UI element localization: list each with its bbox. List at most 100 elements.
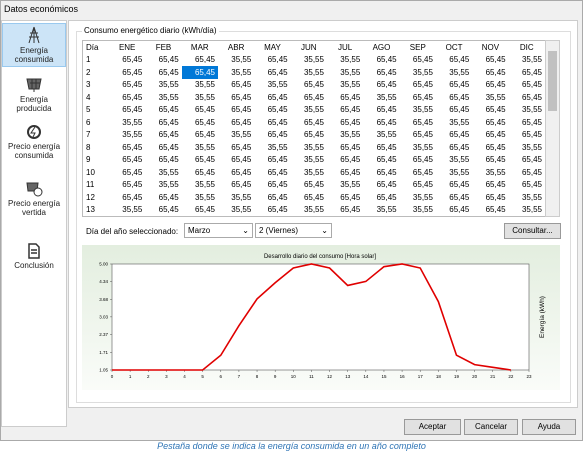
table-cell[interactable]: 65,45	[412, 117, 433, 127]
table-cell[interactable]: 65,45	[340, 142, 361, 152]
table-cell[interactable]: 65,45	[267, 67, 288, 77]
table-cell[interactable]: 65,45	[449, 192, 470, 202]
table-cell[interactable]: 65,45	[194, 55, 215, 65]
table-cell[interactable]: 2	[86, 67, 91, 77]
table-cell[interactable]: 65,45	[376, 142, 397, 152]
table-cell[interactable]: 65,45	[340, 92, 361, 102]
table-cell[interactable]: 35,55	[412, 192, 433, 202]
table-cell[interactable]: 35,55	[267, 80, 288, 90]
table-cell[interactable]: 65,45	[485, 205, 506, 215]
table-cell[interactable]: 65,45	[158, 117, 179, 127]
table-cell[interactable]: 65,45	[485, 142, 506, 152]
table-cell[interactable]: 65,45	[158, 55, 179, 65]
table-cell[interactable]: 65,45	[376, 192, 397, 202]
table-cell[interactable]: 35,55	[412, 67, 433, 77]
table-cell[interactable]: 65,45	[122, 142, 143, 152]
table-cell[interactable]: 35,55	[449, 117, 470, 127]
table-cell[interactable]: 65,45	[340, 117, 361, 127]
table-cell[interactable]: 65,45	[194, 117, 215, 127]
cancel-button[interactable]: Cancelar	[464, 419, 518, 435]
table-cell[interactable]: 5	[86, 105, 91, 115]
table-cell[interactable]: 65,45	[267, 167, 288, 177]
table-cell[interactable]: 35,55	[340, 130, 361, 140]
table-cell[interactable]: 65,45	[485, 105, 506, 115]
table-cell[interactable]: 35,55	[340, 67, 361, 77]
table-cell[interactable]: 65,45	[267, 130, 288, 140]
table-cell[interactable]: 65,45	[376, 55, 397, 65]
table-cell[interactable]: 65,45	[485, 55, 506, 65]
table-cell[interactable]: 65,45	[267, 192, 288, 202]
table-cell[interactable]: 65,45	[449, 142, 470, 152]
table-cell[interactable]: 65,45	[340, 167, 361, 177]
scrollbar[interactable]	[545, 40, 560, 217]
table-cell[interactable]: 65,45	[412, 92, 433, 102]
table-cell[interactable]: 65,45	[521, 180, 542, 190]
table-cell[interactable]: 35,55	[158, 180, 179, 190]
table-cell[interactable]: 35,55	[376, 92, 397, 102]
table-cell[interactable]: 35,55	[194, 142, 215, 152]
table-cell[interactable]: 4	[86, 92, 91, 102]
table-cell[interactable]: 65,45	[412, 55, 433, 65]
table-cell[interactable]: 65,45	[194, 105, 215, 115]
table-cell[interactable]: 65,45	[158, 155, 179, 165]
table-cell[interactable]: 65,45	[231, 142, 252, 152]
table-cell[interactable]: 65,45	[376, 105, 397, 115]
table-cell[interactable]: 65,45	[158, 192, 179, 202]
table-cell[interactable]: 65,45	[412, 130, 433, 140]
table-cell[interactable]: 35,55	[340, 180, 361, 190]
table-cell[interactable]: 35,55	[194, 92, 215, 102]
table-cell[interactable]: 35,55	[521, 205, 542, 215]
table-cell[interactable]: 65,45	[521, 67, 542, 77]
table-cell[interactable]: 65,45	[485, 130, 506, 140]
table-cell[interactable]: 65,45	[267, 180, 288, 190]
table-cell[interactable]: 65,45	[231, 92, 252, 102]
table-cell[interactable]: 65,45	[449, 205, 470, 215]
table-cell[interactable]: 65,45	[158, 105, 179, 115]
table-cell[interactable]: 65,45	[340, 205, 361, 215]
table-cell[interactable]: 9	[86, 155, 91, 165]
table-cell[interactable]: 35,55	[158, 80, 179, 90]
table-cell[interactable]: 65,45	[376, 180, 397, 190]
table-cell[interactable]: 12	[86, 192, 95, 202]
table-cell[interactable]: 35,55	[521, 55, 542, 65]
consult-button[interactable]: Consultar...	[504, 223, 561, 239]
table-cell[interactable]: 35,55	[412, 142, 433, 152]
table-cell[interactable]: 65,45	[449, 80, 470, 90]
table-cell[interactable]: 35,55	[194, 192, 215, 202]
table-cell[interactable]: 65,45	[521, 130, 542, 140]
table-cell[interactable]: 65,45	[340, 105, 361, 115]
table-cell[interactable]: 35,55	[376, 130, 397, 140]
table-cell[interactable]: 3	[86, 80, 91, 90]
table-cell[interactable]: 6	[86, 117, 91, 127]
table-cell[interactable]: 65,45	[485, 80, 506, 90]
table-cell[interactable]: 35,55	[231, 55, 252, 65]
table-cell[interactable]: 65,45	[158, 67, 179, 77]
table-cell[interactable]: 13	[86, 205, 95, 215]
table-cell[interactable]: 35,55	[231, 130, 252, 140]
table-cell[interactable]: 35,55	[303, 142, 324, 152]
day-dropdown[interactable]: 2 (Viernes) ⌄	[255, 223, 332, 238]
table-cell[interactable]: 65,45	[194, 130, 215, 140]
table-cell[interactable]: 65,45	[231, 117, 252, 127]
table-cell[interactable]: 65,45	[485, 180, 506, 190]
table-cell[interactable]: 65,45	[449, 55, 470, 65]
table-cell[interactable]: 65,45	[267, 92, 288, 102]
table-cell[interactable]: 65,45	[376, 155, 397, 165]
table-cell[interactable]: 35,55	[194, 80, 215, 90]
table-cell[interactable]: 65,45	[449, 180, 470, 190]
table-cell[interactable]: 65,45	[181, 66, 218, 79]
table-cell[interactable]: 65,45	[231, 180, 252, 190]
table-cell[interactable]: 65,45	[449, 92, 470, 102]
table-cell[interactable]: 65,45	[122, 155, 143, 165]
table-cell[interactable]: 65,45	[122, 67, 143, 77]
table-cell[interactable]: 65,45	[194, 205, 215, 215]
table-cell[interactable]: 65,45	[231, 155, 252, 165]
table-cell[interactable]: 65,45	[485, 117, 506, 127]
tab[interactable]: Energía producida	[2, 77, 66, 113]
table-cell[interactable]: 35,55	[303, 105, 324, 115]
table-cell[interactable]: 65,45	[158, 205, 179, 215]
table-cell[interactable]: 35,55	[449, 167, 470, 177]
table-cell[interactable]: 65,45	[485, 155, 506, 165]
table-cell[interactable]: 65,45	[231, 80, 252, 90]
table-cell[interactable]: 65,45	[122, 105, 143, 115]
